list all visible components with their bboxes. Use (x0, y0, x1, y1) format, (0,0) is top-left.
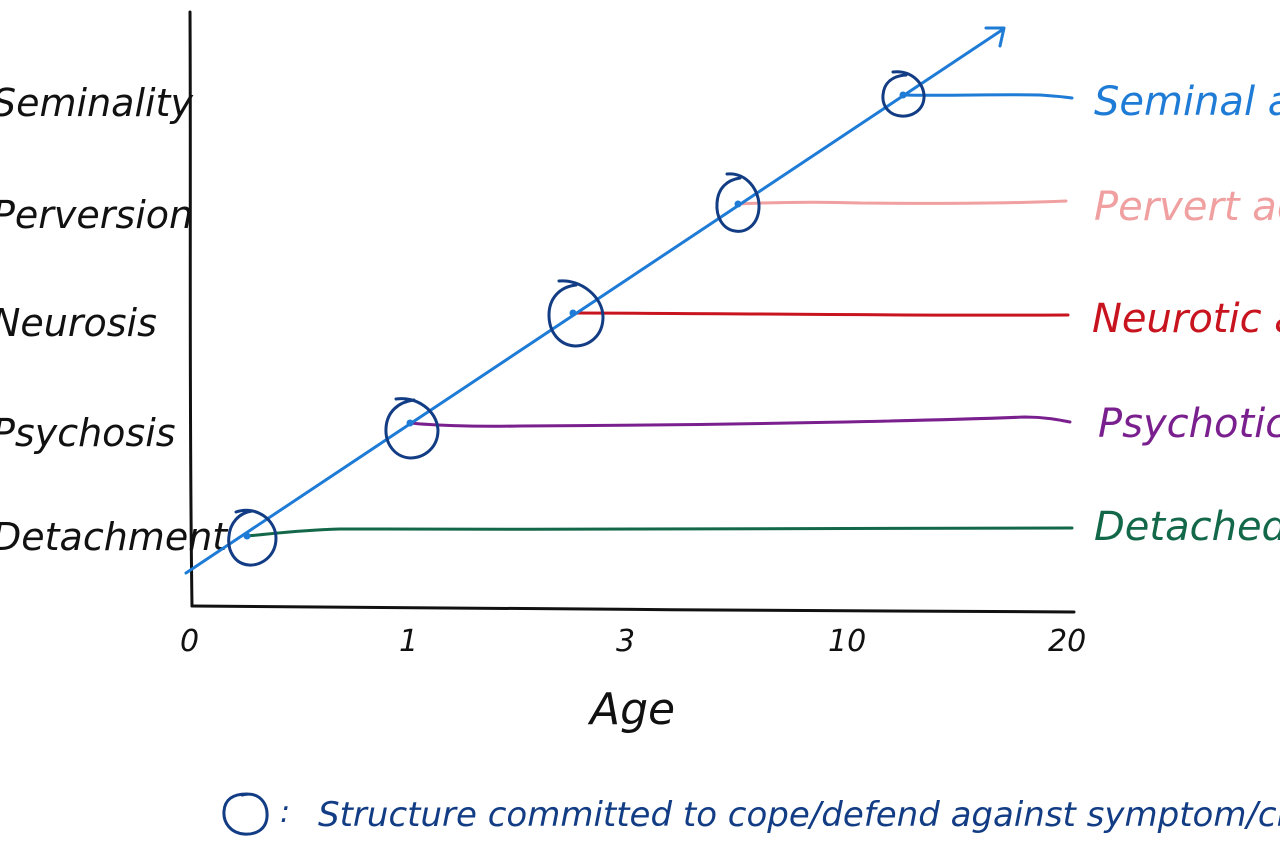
branch-label-psychotic: Psychotic adult (1098, 401, 1280, 447)
commitment-circle-detached (227, 508, 278, 567)
branch-line-detached (245, 526, 1074, 538)
y-label-seminality: Seminality (0, 81, 193, 125)
branch-label-detached: Detached adult (1094, 504, 1280, 550)
x-tick-3: 3 (616, 624, 635, 659)
x-axis (190, 604, 1076, 614)
development-line (184, 28, 1004, 575)
y-label-perversion: Perversion (0, 193, 193, 237)
branch-line-seminal (901, 93, 1074, 100)
x-tick-0: 0 (180, 624, 199, 659)
branch-label-pervert: Pervert adult (1094, 184, 1280, 230)
branch-dot-detached (243, 532, 251, 540)
development-arrow-head (984, 26, 1006, 48)
x-tick-1: 1 (399, 624, 418, 659)
branch-dot-neurotic (569, 309, 577, 317)
branch-line-pervert (736, 199, 1068, 206)
commitment-circle-psychotic (384, 397, 440, 460)
x-axis-title: Age (587, 684, 675, 735)
branch-line-psychotic (408, 415, 1072, 428)
commitment-circle-pervert (715, 172, 761, 233)
branch-dot-seminal (899, 91, 907, 99)
branch-dot-psychotic (406, 419, 414, 427)
branch-line-neurotic (571, 311, 1070, 317)
y-label-psychosis: Psychosis (0, 411, 176, 455)
branch-dot-pervert (734, 200, 742, 208)
y-axis (188, 10, 194, 608)
x-tick-20: 20 (1048, 624, 1086, 659)
branch-label-seminal: Seminal adult (1094, 79, 1280, 125)
branch-label-neurotic: Neurotic adult (1092, 296, 1280, 342)
y-label-detachment: Detachment (0, 515, 229, 559)
x-tick-10: 10 (828, 624, 866, 659)
legend-circle-icon (222, 792, 269, 836)
commitment-circle-neurotic (547, 279, 605, 348)
legend-text: Structure committed to cope/defend again… (318, 795, 1280, 835)
commitment-circle-seminal (881, 70, 926, 118)
y-label-neurosis: Neurosis (0, 301, 157, 345)
legend-separator: : (280, 795, 290, 830)
